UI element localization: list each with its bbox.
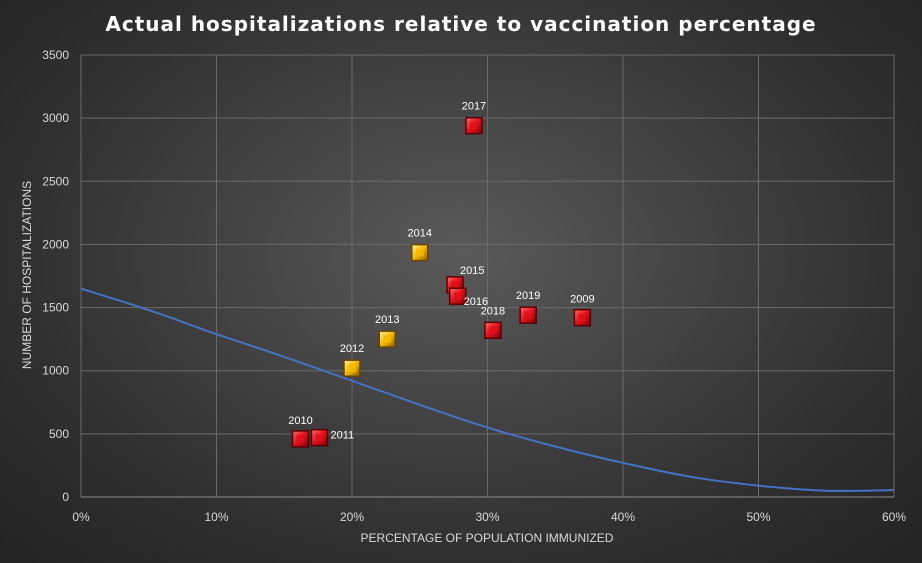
data-point-2013: 2013 (375, 314, 399, 348)
x-axis-title: PERCENTAGE OF POPULATION IMMUNIZED (361, 531, 614, 545)
data-points: 2009 2010 2011 2012 2013 2014 2015 2016 2017 2018… (288, 101, 595, 448)
x-tick-label: 10% (204, 510, 228, 524)
marker-bevel (524, 311, 533, 320)
point-label: 2010 (288, 415, 312, 427)
tick-labels: 0 500 1000 1500 2000 2500 3000 3500 0% 10% 20% 30% 4… (42, 48, 906, 524)
y-tick-label: 1500 (42, 301, 69, 315)
y-tick-label: 500 (49, 427, 69, 441)
x-tick-label: 40% (611, 510, 635, 524)
y-tick-label: 3000 (42, 111, 69, 125)
data-point-2012: 2012 (340, 343, 364, 377)
point-label: 2011 (330, 430, 354, 442)
data-point-2019: 2019 (516, 290, 540, 324)
marker-bevel (296, 434, 305, 443)
gridlines (80, 54, 895, 498)
y-tick-label: 0 (62, 490, 69, 504)
data-point-2017: 2017 (462, 101, 486, 135)
y-tick-label: 3500 (42, 48, 69, 62)
point-label: 2015 (460, 265, 484, 277)
x-tick-label: 30% (475, 510, 499, 524)
data-point-2010: 2010 (288, 415, 313, 448)
point-label: 2014 (408, 228, 432, 240)
chart-title: Actual hospitalizations relative to vacc… (105, 12, 816, 36)
marker-bevel (469, 121, 478, 130)
trend-line (80, 287, 895, 492)
point-label: 2009 (570, 294, 594, 306)
data-point-2016: 2016 (448, 287, 488, 308)
marker-bevel (415, 248, 424, 257)
y-axis-title: NUMBER OF HOSPITALIZATIONS (20, 181, 34, 369)
marker-bevel (488, 326, 497, 335)
y-tick-label: 2000 (42, 237, 69, 251)
point-label: 2016 (464, 296, 488, 308)
point-label: 2019 (516, 290, 540, 302)
y-tick-label: 1000 (42, 364, 69, 378)
marker-bevel (578, 313, 587, 322)
x-tick-label: 50% (746, 510, 770, 524)
point-label: 2012 (340, 343, 364, 355)
marker-bevel (450, 280, 459, 289)
point-label: 2017 (462, 101, 486, 113)
marker-bevel (348, 364, 356, 373)
data-point-2018: 2018 (481, 305, 505, 340)
y-tick-label: 2500 (42, 174, 69, 188)
data-point-2014: 2014 (408, 228, 432, 262)
point-label: 2013 (375, 314, 399, 326)
data-point-2009: 2009 (570, 294, 595, 327)
point-label: 2018 (481, 305, 505, 317)
marker-bevel (383, 335, 392, 344)
x-tick-label: 20% (340, 510, 364, 524)
x-tick-label: 60% (882, 510, 906, 524)
marker-bevel (453, 292, 462, 301)
x-tick-label: 0% (72, 510, 90, 524)
marker-bevel (315, 433, 324, 442)
data-point-2011: 2011 (310, 428, 354, 447)
